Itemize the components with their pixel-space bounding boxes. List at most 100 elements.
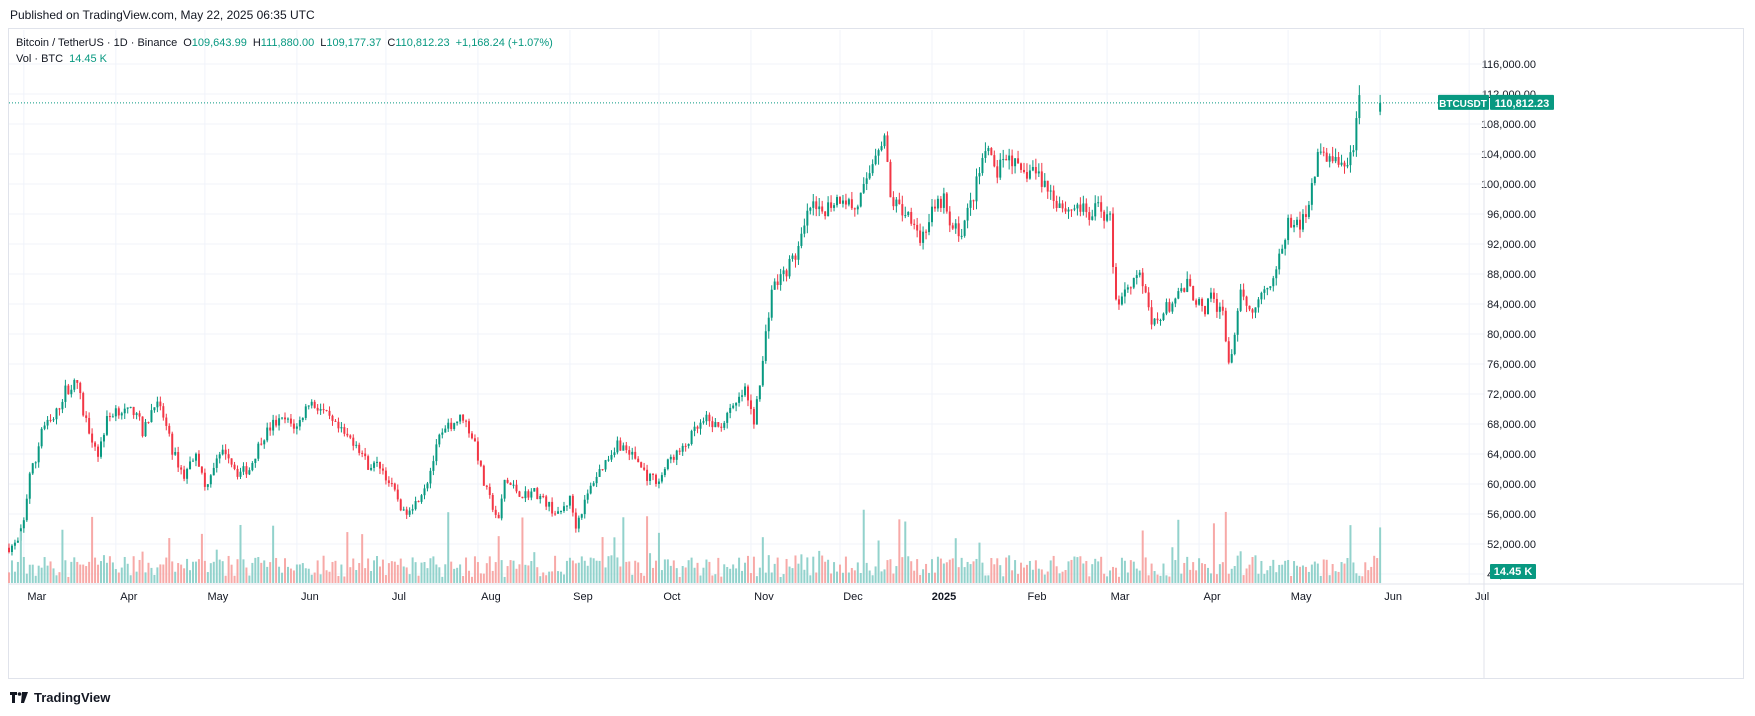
volume-bar (1177, 519, 1180, 583)
y-tick-label: 88,000.00 (1487, 269, 1536, 281)
volume-bar (738, 557, 741, 583)
candle-body (1097, 202, 1100, 204)
volume-bar (70, 561, 73, 583)
x-tick-label: Jun (301, 591, 319, 603)
candle-body (1334, 157, 1337, 162)
volume-bar (874, 566, 877, 583)
volume-bar (726, 567, 729, 583)
candle-body (1212, 292, 1215, 299)
chart-frame[interactable] (8, 28, 1744, 679)
volume-bar (966, 561, 969, 583)
y-tick-label: 56,000.00 (1487, 509, 1536, 521)
candle-body (126, 407, 129, 409)
candle-body (405, 509, 408, 515)
volume-bar (782, 574, 785, 583)
candle-body (1221, 306, 1224, 311)
candle-body (1114, 267, 1117, 300)
candle-body (1017, 158, 1020, 164)
candle-body (663, 469, 666, 476)
candle-body (352, 437, 355, 446)
volume-bar (275, 557, 278, 583)
volume-bar (402, 566, 405, 583)
volume-bar (1337, 571, 1340, 583)
volume-row: Vol · BTC 14.45 K (16, 51, 553, 67)
candle-body (248, 470, 251, 475)
volume-bar (37, 565, 40, 583)
volume-bar (607, 556, 610, 583)
volume-bar (1082, 563, 1085, 583)
volume-bar (634, 560, 637, 583)
volume-bar (723, 564, 726, 583)
candle-body (331, 415, 334, 421)
candle-body (218, 454, 221, 459)
candle-body (548, 501, 551, 507)
candle-body (233, 464, 236, 469)
candle-body (637, 458, 640, 463)
candle-body (699, 422, 702, 429)
volume-bar (1218, 564, 1221, 583)
volume-bar (58, 572, 61, 583)
candle-body (129, 406, 132, 408)
candle-body (194, 453, 197, 461)
candle-body (797, 245, 800, 260)
candle-body (85, 415, 88, 418)
candle-body (73, 380, 76, 390)
candle-body (1034, 166, 1037, 174)
symbol-label[interactable]: Bitcoin / TetherUS · 1D · Binance (16, 37, 178, 49)
candle-body (1352, 150, 1355, 153)
candle-body (568, 495, 571, 506)
candle-body (1171, 303, 1174, 312)
candle-body (1355, 118, 1358, 151)
candle-body (186, 469, 189, 479)
candle-body (960, 235, 963, 237)
volume-label[interactable]: Vol · BTC (16, 53, 64, 65)
volume-bar (301, 563, 304, 583)
candle-body (509, 482, 512, 485)
volume-bar (809, 575, 812, 583)
high-label: H (252, 37, 261, 49)
candle-body (821, 206, 824, 212)
volume-bar (1097, 561, 1100, 583)
candle-body (203, 472, 206, 487)
volume-bar (260, 562, 263, 583)
volume-bar (785, 558, 788, 583)
volume-bar (22, 557, 25, 583)
volume-bar (177, 563, 180, 583)
y-tick-label: 84,000.00 (1487, 299, 1536, 311)
candle-body (841, 200, 844, 204)
volume-bar (672, 560, 675, 583)
candle-body (284, 417, 287, 420)
volume-bar (637, 562, 640, 583)
candle-body (1310, 183, 1313, 205)
x-tick-label: May (207, 591, 228, 603)
volume-bar (423, 562, 426, 583)
volume-bar (227, 555, 230, 583)
last-price-label: 110,812.23 (1495, 98, 1549, 110)
volume-bar (735, 568, 738, 583)
volume-bar (1076, 557, 1079, 583)
candle-body (844, 200, 847, 205)
volume-bar (812, 556, 815, 583)
volume-bar (485, 563, 488, 583)
volume-bar (892, 573, 895, 583)
candle-body (741, 395, 744, 397)
candle-body (212, 467, 215, 476)
volume-bar (933, 572, 936, 583)
volume-bar (1135, 568, 1138, 583)
candle-body (88, 417, 91, 434)
candle-body (1319, 151, 1322, 153)
volume-bar (815, 572, 818, 583)
candle-body (8, 547, 10, 552)
candle-body (286, 418, 289, 420)
volume-bar (684, 567, 687, 583)
candle-body (1254, 307, 1257, 313)
volume-bar (708, 561, 711, 583)
volume-bar (509, 560, 512, 583)
volume-bar (266, 566, 269, 583)
volume-bar (1025, 564, 1028, 583)
footer-brand[interactable]: TradingView (34, 690, 111, 705)
volume-bar (1367, 570, 1370, 583)
volume-bar (497, 536, 500, 583)
volume-bar (1174, 560, 1177, 583)
